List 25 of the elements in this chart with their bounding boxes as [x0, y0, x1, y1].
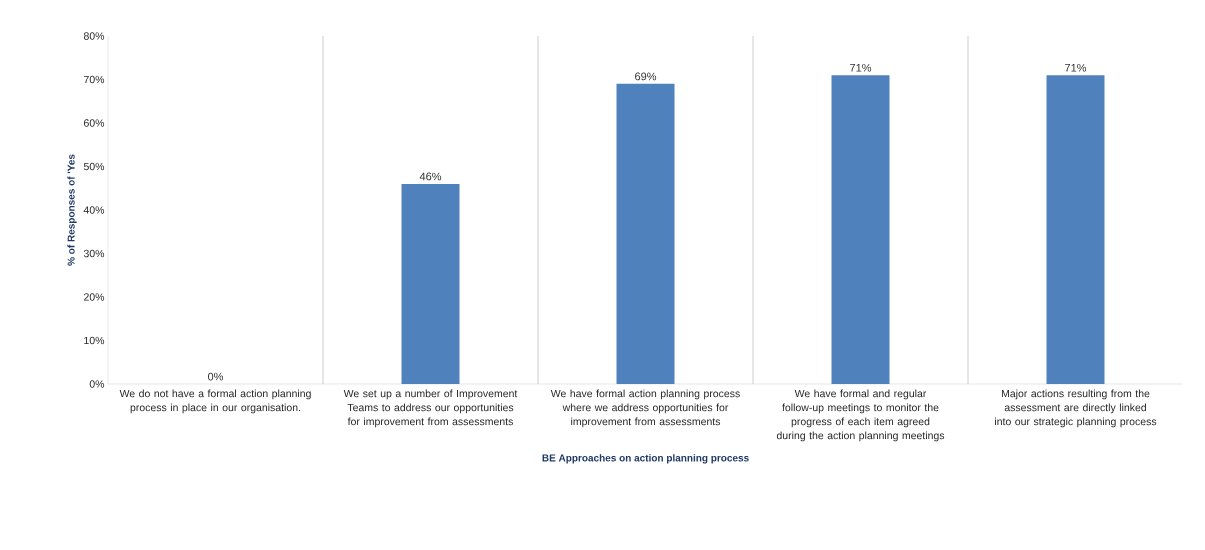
x-axis-title: BE Approaches on action planning process — [542, 454, 749, 464]
data-label: 46% — [419, 172, 442, 181]
data-label: 71% — [850, 63, 872, 72]
bar — [401, 183, 460, 384]
bar — [1046, 75, 1105, 384]
x-tick-label: We have formal action planning process where we address opportunities for improvement from assessments — [550, 389, 740, 428]
y-tick-label: 60% — [84, 119, 105, 127]
x-tick-label: We have formal and regular follow-up meetings to monitor the progress of each item agreed during the action planning meetings — [776, 389, 945, 442]
y-tick-label: 70% — [84, 75, 105, 84]
y-axis-title: % of Responses of 'Yes — [67, 154, 77, 266]
x-tick-label: Major actions resulting from the assessment are directly linked into our strategic planning process — [995, 389, 1157, 428]
bar — [831, 75, 890, 384]
y-tick-label: 10% — [84, 336, 105, 345]
y-tick-label: 0% — [89, 380, 105, 388]
data-label: 0% — [208, 372, 224, 381]
y-tick-label: 80% — [83, 32, 105, 40]
y-tick-label: 50% — [83, 162, 105, 171]
y-tick-label: 20% — [84, 293, 105, 301]
bar — [616, 83, 675, 384]
y-tick-label: 30% — [83, 249, 105, 258]
data-label: 71% — [1065, 63, 1087, 72]
x-tick-label: We set up a number of Improvement Teams to address our opportunities for improvement from assessments — [343, 389, 518, 428]
x-tick-label: We do not have a formal action planning process in place in our organisation. — [119, 389, 311, 414]
data-label: 69% — [635, 72, 657, 81]
y-tick-label: 40% — [83, 206, 105, 214]
